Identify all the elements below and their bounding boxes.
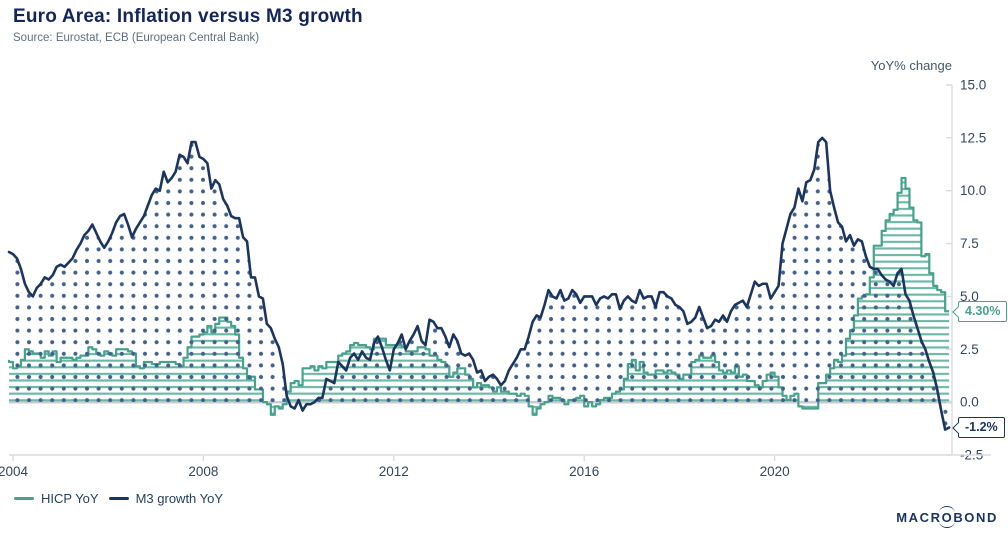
source-caption: Source: Eurostat, ECB (European Central … xyxy=(13,32,260,44)
y-axis-unit-label: YoY% change xyxy=(870,58,952,73)
logo-o-mark: O xyxy=(938,506,955,528)
y-tick-label: 7.5 xyxy=(960,236,979,251)
logo-text-left: MACR xyxy=(896,510,942,525)
m3-series-swatch xyxy=(108,497,129,500)
legend: HICP YoY M3 growth YoY xyxy=(14,491,223,506)
page-title: Euro Area: Inflation versus M3 growth xyxy=(13,6,363,27)
y-tick-label: 0.0 xyxy=(960,395,979,410)
legend-label-hicp: HICP YoY xyxy=(41,491,99,506)
y-tick-label: 2.5 xyxy=(960,342,979,357)
hicp-series-swatch xyxy=(14,497,34,500)
m3-line xyxy=(7,136,951,431)
x-tick-label: 2020 xyxy=(760,464,790,479)
y-tick-label: 10.0 xyxy=(960,183,986,198)
x-tick-label: 2012 xyxy=(379,464,409,479)
m3-area xyxy=(9,137,950,430)
hicp-last-value-callout: 4.30% xyxy=(958,301,1008,322)
x-tick-label: 2016 xyxy=(569,464,599,479)
logo-text-right: BOND xyxy=(953,510,998,525)
macrobond-logo: MACROBOND xyxy=(896,506,998,528)
x-tick-label: 2008 xyxy=(188,464,218,479)
legend-item-hicp: HICP YoY xyxy=(14,491,99,506)
m3-last-value-callout: -1.2% xyxy=(958,417,1005,438)
y-tick-label: 12.5 xyxy=(960,130,986,145)
y-tick-label: 15.0 xyxy=(960,77,986,92)
legend-item-m3: M3 growth YoY xyxy=(108,491,224,506)
m3-last-value: -1.2% xyxy=(965,420,998,434)
legend-label-m3: M3 growth YoY xyxy=(135,491,224,506)
x-tick-label: 2004 xyxy=(0,464,29,479)
hicp-last-value: 4.30% xyxy=(965,304,1001,318)
